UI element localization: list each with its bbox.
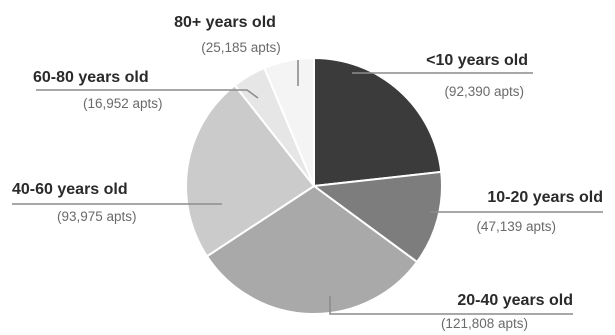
- label-20-40-name: 20-40 years old: [457, 292, 573, 309]
- slice-80plus: [263, 56, 315, 187]
- label-10-20-count: (47,139 apts): [476, 219, 556, 234]
- label-under10-count: (92,390 apts): [444, 84, 524, 99]
- slice-under10: [313, 56, 443, 188]
- label-40-60-count: (93,975 apts): [57, 209, 137, 224]
- label-10-20-name: 10-20 years old: [487, 189, 603, 206]
- label-60-80-name: 60-80 years old: [33, 69, 149, 86]
- label-40-60-name: 40-60 years old: [12, 181, 128, 198]
- leader-lines: [12, 60, 603, 315]
- label-80plus-name: 80+ years old: [174, 14, 276, 31]
- label-under10-name: <10 years old: [426, 52, 528, 69]
- leader-20-40: [329, 296, 573, 315]
- slice-40-60: [185, 83, 316, 258]
- slice-10-20: [311, 170, 443, 264]
- leader-60-80: [36, 89, 259, 99]
- label-60-80-count: (16,952 apts): [83, 96, 163, 111]
- label-80plus-count: (25,185 apts): [201, 40, 281, 55]
- slice-20-40: [205, 184, 419, 315]
- label-20-40-count: (121,808 apts): [441, 316, 528, 331]
- pie-slices: [185, 56, 443, 315]
